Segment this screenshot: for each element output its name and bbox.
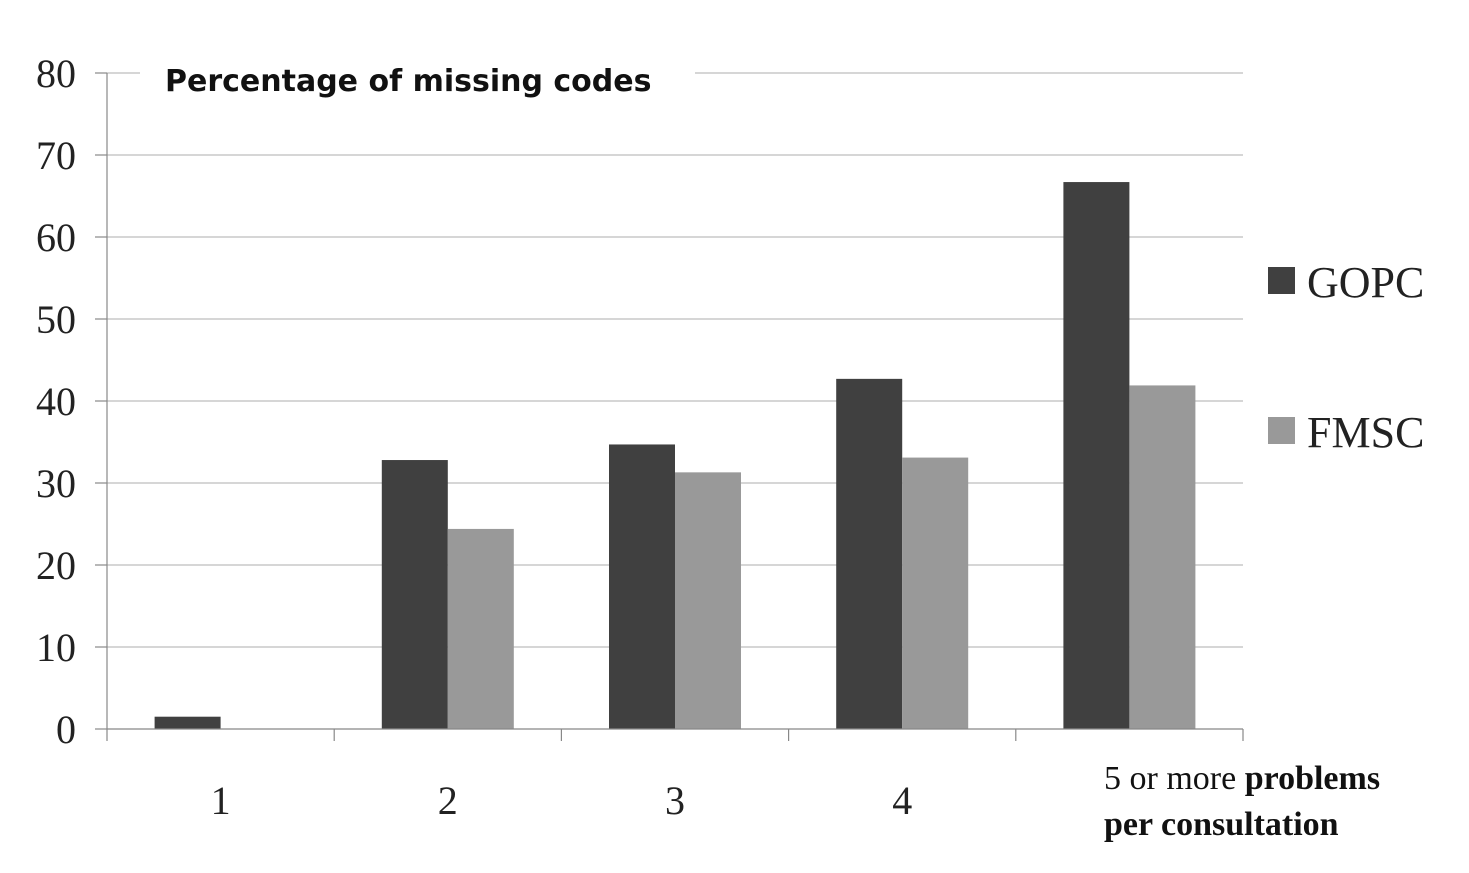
bar-gopc-3 [609,444,675,729]
y-tick-label: 50 [36,297,76,342]
legend-label-gopc: GOPC [1307,258,1424,307]
axes [95,72,1244,741]
bar-fmsc-2 [447,528,514,729]
x-tick-labels: 1 2 3 4 5 or more problems per consultation [211,760,1380,843]
x-axis-label-line2: per consultation [1104,806,1339,843]
chart-title: Percentage of missing codes [165,64,651,99]
y-tick-label: 60 [36,215,76,260]
bar-fmsc-4 [902,457,969,729]
legend-swatch-gopc [1268,267,1295,294]
x-tick-label: 1 [211,778,231,823]
y-tick-label: 20 [36,543,76,588]
bars [154,182,1196,729]
x-tick-label: 5 or more problems [1104,760,1380,797]
y-tick-label: 70 [36,133,76,178]
y-tick-label: 80 [36,51,76,96]
x-tick-label: 4 [892,778,912,823]
y-tick-labels: 0 10 20 30 40 50 60 70 80 [36,51,76,752]
bar-fmsc-3 [675,472,741,729]
y-tick-label: 0 [56,707,76,752]
x-tick-label: 3 [665,778,685,823]
y-tick-label: 40 [36,379,76,424]
x-axis-label-line1: problems [1245,760,1380,797]
legend: GOPC FMSC [1268,258,1424,457]
legend-swatch-fmsc [1268,417,1295,444]
bar-gopc-5 [1063,182,1130,729]
legend-label-fmsc: FMSC [1307,408,1424,457]
bar-fmsc-5 [1129,385,1196,729]
x-category-last: 5 or more [1104,760,1245,797]
x-tick-label: 2 [438,778,458,823]
y-tick-label: 10 [36,625,76,670]
bar-gopc-1 [154,716,221,729]
bar-gopc-4 [836,378,903,729]
bar-gopc-2 [381,460,448,729]
y-tick-label: 30 [36,461,76,506]
title-backdrop [140,50,695,110]
